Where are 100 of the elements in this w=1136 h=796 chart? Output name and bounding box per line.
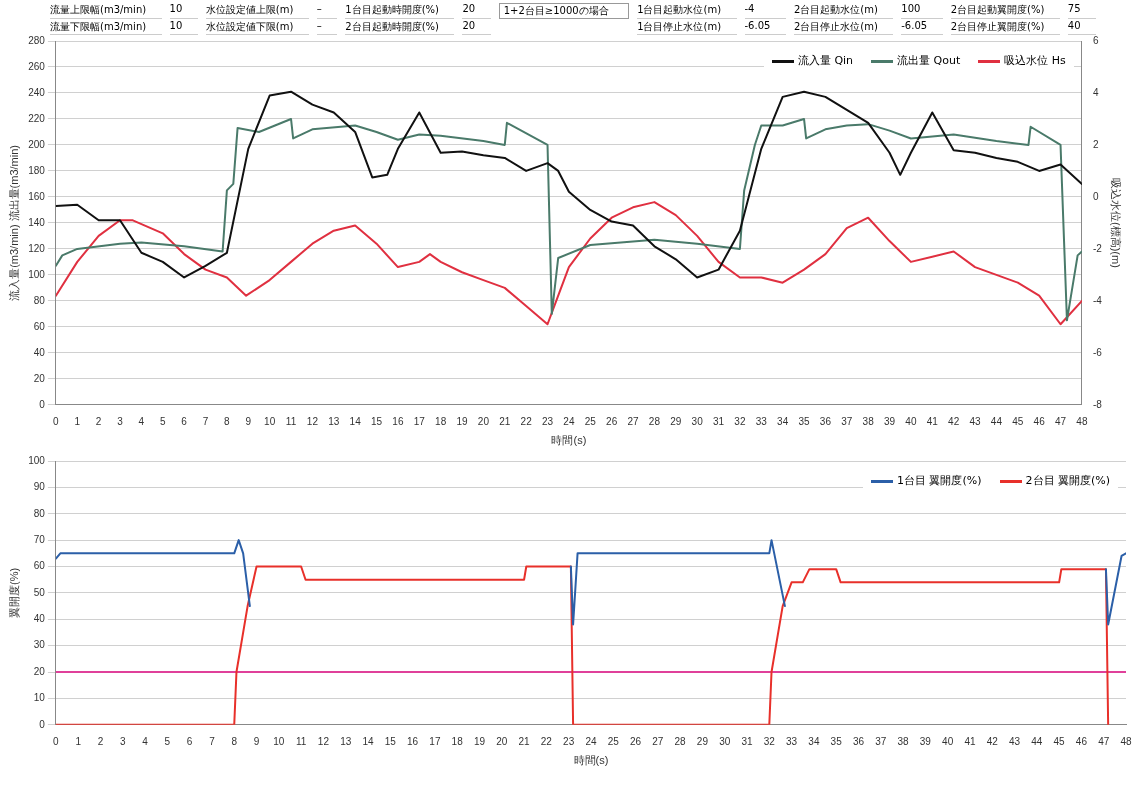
text: – [316, 3, 338, 19]
x-tick-label: 47 [1054, 415, 1067, 427]
x-tick-label: 44 [990, 415, 1003, 427]
y-tick-label: 140 [28, 216, 46, 228]
x-tick-label: 11 [295, 735, 307, 747]
x-tick-label: 38 [862, 415, 875, 427]
x-tick-label: 19 [473, 735, 486, 747]
x-tick-label: 39 [919, 735, 932, 747]
x-tick-label: 15 [384, 735, 397, 747]
text: 1台目起動水位(m) [637, 3, 737, 19]
x-tick-label: 13 [328, 415, 340, 427]
x-tick-label: 33 [755, 415, 768, 427]
x-tick-label: 12 [306, 415, 319, 427]
x-tick-label: 19 [456, 415, 469, 427]
text: 1台目停止水位(m) [637, 20, 737, 35]
text: 20 [462, 3, 491, 19]
text: 流量上限幅(m3/min) [50, 3, 162, 19]
x-tick-label: 40 [905, 415, 917, 427]
x-tick-label: 23 [541, 415, 554, 427]
x-tick-label: 37 [841, 415, 853, 427]
x-tick-label: 29 [696, 735, 709, 747]
x-tick-label: 45 [1012, 415, 1024, 427]
y-tick-label: 160 [28, 190, 46, 202]
x-tick-label: 16 [407, 735, 419, 747]
y-tick-label: 40 [33, 613, 46, 625]
y-tick-label: 200 [28, 138, 46, 150]
y-tick-label: 80 [33, 507, 46, 519]
text: 2台目起動翼開度(%) [950, 3, 1060, 19]
x-tick-label: 14 [349, 415, 362, 427]
x-tick-label: 8 [224, 415, 231, 427]
x-tick-label: 2 [97, 735, 104, 747]
x-tick-label: 18 [451, 735, 464, 747]
y-tick-label: 40 [33, 346, 46, 358]
x-tick-label: 27 [627, 415, 640, 427]
legend-label: 1台目 翼開度(%) [896, 473, 982, 488]
text: 10 [169, 3, 198, 19]
x-tick-label: 7 [209, 735, 216, 747]
y2-tick-label: -2 [1092, 242, 1103, 254]
x-tick-label: 11 [285, 415, 297, 427]
x-tick-label: 18 [435, 415, 447, 427]
x-tick-label: 41 [964, 735, 976, 747]
y-tick-label: 0 [39, 718, 46, 730]
x-tick-label: 34 [808, 735, 820, 747]
x-tick-label: 30 [691, 415, 704, 427]
text: 1+2台目≥1000の場合 [498, 3, 630, 19]
y-tick-label: 100 [28, 454, 46, 466]
x-axis-title: 時間(s) [551, 434, 587, 447]
x-tick-label: 26 [606, 415, 618, 427]
x-tick-label: 44 [1031, 735, 1043, 747]
x-tick-label: 1 [74, 415, 81, 427]
x-tick-label: 37 [875, 735, 887, 747]
x-tick-label: 36 [852, 735, 865, 747]
legend-label: 吸込水位 Hs [1003, 53, 1066, 68]
x-axis-title: 時間(s) [573, 754, 609, 767]
x-tick-label: 28 [674, 735, 687, 747]
x-tick-label: 42 [948, 415, 960, 427]
x-tick-label: 4 [142, 735, 149, 747]
y2-tick-label: -4 [1092, 294, 1103, 306]
x-tick-label: 5 [159, 415, 166, 427]
x-tick-label: 36 [819, 415, 832, 427]
y2-tick-label: 2 [1092, 138, 1099, 150]
x-tick-label: 21 [518, 735, 531, 747]
x-tick-label: 14 [362, 735, 374, 747]
text: 水位設定値下限(m) [205, 20, 309, 35]
x-tick-label: 3 [119, 735, 126, 747]
text: -6.05 [744, 20, 786, 35]
text: -6.05 [901, 20, 943, 35]
x-tick-label: 12 [317, 735, 330, 747]
x-tick-label: 48 [1076, 415, 1088, 427]
x-tick-label: 33 [786, 735, 798, 747]
x-tick-label: 4 [138, 415, 145, 427]
x-tick-label: 10 [264, 415, 276, 427]
x-tick-label: 9 [245, 415, 252, 427]
x-tick-label: 24 [563, 415, 575, 427]
x-tick-label: 0 [53, 735, 60, 747]
text: 75 [1067, 3, 1096, 19]
x-tick-label: 21 [499, 415, 511, 427]
y-tick-label: 70 [33, 533, 46, 545]
x-tick-label: 13 [340, 735, 352, 747]
x-tick-label: 39 [883, 415, 896, 427]
y-tick-label: 10 [33, 692, 46, 704]
y2-tick-label: 4 [1092, 86, 1099, 98]
x-tick-label: 9 [253, 735, 260, 747]
x-tick-label: 0 [53, 415, 60, 427]
legend-label: 流出量 Qout [896, 53, 961, 68]
y-axis-title: 流入量(m3/min) 流出量(m3/min) [7, 144, 20, 301]
x-tick-label: 24 [585, 735, 597, 747]
y2-axis-title: 吸込水位(標高)(m) [1110, 177, 1123, 268]
x-tick-label: 22 [540, 735, 553, 747]
x-tick-label: 6 [186, 735, 193, 747]
y-tick-label: 0 [39, 398, 46, 410]
x-tick-label: 48 [1120, 735, 1132, 747]
x-tick-label: 20 [477, 415, 490, 427]
x-tick-label: 20 [496, 735, 508, 747]
x-tick-label: 25 [584, 415, 597, 427]
x-tick-label: 32 [734, 415, 746, 427]
x-tick-label: 46 [1033, 415, 1046, 427]
x-tick-label: 2 [95, 415, 102, 427]
y2-tick-label: -6 [1092, 346, 1103, 358]
text: 10 [169, 20, 198, 35]
